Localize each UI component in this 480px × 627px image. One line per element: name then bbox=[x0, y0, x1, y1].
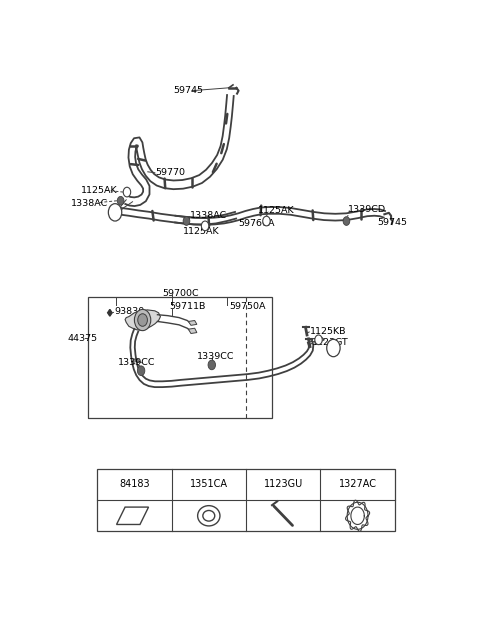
Text: 59770: 59770 bbox=[155, 168, 185, 177]
Circle shape bbox=[183, 217, 190, 225]
Bar bbox=[88, 297, 272, 418]
Polygon shape bbox=[125, 310, 160, 330]
Polygon shape bbox=[108, 309, 112, 316]
Text: 44375: 44375 bbox=[67, 334, 97, 343]
Text: 84183: 84183 bbox=[119, 480, 150, 490]
Text: 1123GT: 1123GT bbox=[312, 338, 349, 347]
Text: 1125KB: 1125KB bbox=[310, 327, 347, 335]
Text: 1339CD: 1339CD bbox=[348, 205, 386, 214]
Circle shape bbox=[138, 314, 147, 326]
Text: A: A bbox=[112, 208, 118, 217]
Circle shape bbox=[117, 196, 124, 205]
Bar bbox=[97, 469, 395, 532]
Text: 59750A: 59750A bbox=[229, 302, 266, 312]
Text: 59745: 59745 bbox=[173, 86, 204, 95]
Text: 59711B: 59711B bbox=[170, 302, 206, 312]
Circle shape bbox=[315, 335, 322, 345]
Text: 59700C: 59700C bbox=[162, 289, 199, 298]
Polygon shape bbox=[188, 320, 197, 325]
Text: 93830: 93830 bbox=[114, 307, 144, 316]
Text: 1351CA: 1351CA bbox=[190, 480, 228, 490]
Text: 1327AC: 1327AC bbox=[338, 480, 377, 490]
Text: 1125AK: 1125AK bbox=[81, 186, 117, 194]
Text: 1338AC: 1338AC bbox=[71, 199, 108, 208]
Text: 59760A: 59760A bbox=[239, 219, 275, 228]
Circle shape bbox=[208, 360, 216, 370]
Text: 1125AK: 1125AK bbox=[258, 206, 295, 215]
Polygon shape bbox=[188, 328, 197, 334]
Circle shape bbox=[134, 309, 151, 330]
Circle shape bbox=[327, 339, 340, 357]
Text: 1125AK: 1125AK bbox=[183, 227, 219, 236]
Text: 1339CC: 1339CC bbox=[197, 352, 234, 361]
Text: 1123GU: 1123GU bbox=[264, 480, 303, 490]
Circle shape bbox=[343, 217, 350, 225]
Circle shape bbox=[263, 216, 270, 226]
Circle shape bbox=[123, 187, 131, 197]
Text: 1339CC: 1339CC bbox=[118, 357, 155, 367]
Text: A: A bbox=[331, 344, 336, 352]
Circle shape bbox=[202, 221, 209, 231]
Circle shape bbox=[108, 204, 122, 221]
Text: 59745: 59745 bbox=[377, 218, 408, 227]
Circle shape bbox=[137, 366, 145, 376]
Text: 1338AC: 1338AC bbox=[190, 211, 227, 219]
